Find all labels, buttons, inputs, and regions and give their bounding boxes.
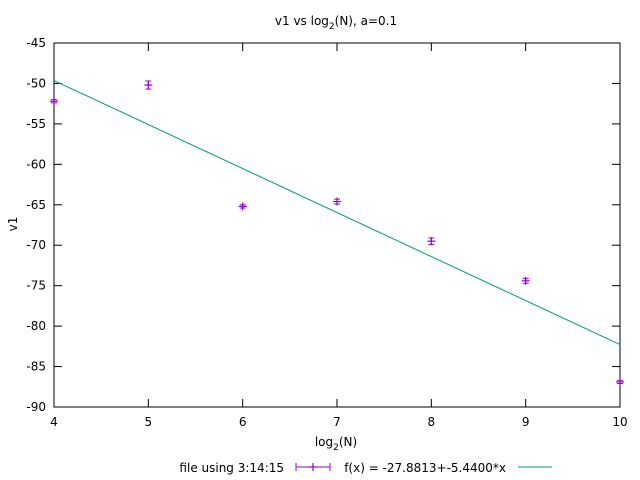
x-axis: 4 5 6 7 8 9 10 bbox=[50, 43, 628, 429]
y-tick-label: -55 bbox=[26, 117, 46, 131]
data-points-layer bbox=[50, 80, 624, 386]
plot-border bbox=[53, 42, 621, 408]
x-axis-label: log2(N) bbox=[315, 435, 357, 453]
x-tick-label: 6 bbox=[239, 415, 247, 429]
fit-line-layer bbox=[53, 80, 621, 346]
x-tick-label: 9 bbox=[522, 415, 530, 429]
x-tick-label: 10 bbox=[612, 415, 627, 429]
y-tick-label: -90 bbox=[26, 400, 46, 414]
y-tick-label: -65 bbox=[26, 198, 46, 212]
data-point bbox=[427, 237, 436, 246]
fit-line bbox=[53, 80, 621, 346]
plot-frame bbox=[53, 42, 621, 408]
y-tick-label: -85 bbox=[26, 360, 46, 374]
x-tick-label: 8 bbox=[428, 415, 436, 429]
data-point bbox=[238, 202, 247, 211]
x-tick-label: 5 bbox=[145, 415, 153, 429]
y-tick-label: -50 bbox=[26, 76, 46, 90]
legend-label-data: file using 3:14:15 bbox=[179, 461, 284, 475]
y-tick-label: -70 bbox=[26, 238, 46, 252]
legend: file using 3:14:15 f(x) = -27.8813+-5.44… bbox=[179, 461, 552, 475]
y-tick-label: -75 bbox=[26, 279, 46, 293]
y-axis: -90 -85 -80 -75 -70 -65 -60 -55 -50 -45 bbox=[26, 36, 620, 414]
data-point bbox=[333, 197, 341, 206]
legend-symbol-data bbox=[295, 463, 331, 471]
legend-label-fit: f(x) = -27.8813+-5.4400*x bbox=[344, 461, 506, 475]
x-tick-label: 7 bbox=[333, 415, 341, 429]
data-point bbox=[521, 276, 530, 285]
chart-title: v1 vs log2(N), a=0.1 bbox=[275, 14, 397, 32]
y-axis-label: v1 bbox=[6, 217, 20, 232]
y-tick-label: -60 bbox=[26, 157, 46, 171]
y-tick-label: -80 bbox=[26, 319, 46, 333]
data-point bbox=[144, 80, 153, 90]
y-tick-label: -45 bbox=[26, 36, 46, 50]
data-point bbox=[50, 97, 58, 106]
data-point bbox=[616, 377, 624, 386]
x-tick-label: 4 bbox=[50, 415, 58, 429]
